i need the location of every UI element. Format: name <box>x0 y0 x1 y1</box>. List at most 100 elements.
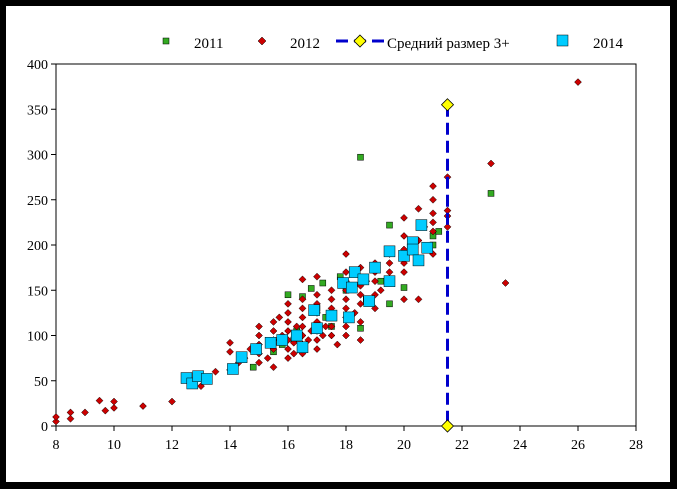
x-tick-label: 14 <box>223 438 237 453</box>
y-tick-label: 0 <box>41 420 48 435</box>
data-point-2012 <box>298 322 307 331</box>
data-point-2012 <box>110 404 118 412</box>
data-point-2012 <box>327 295 336 304</box>
legend-marker-2014 <box>556 34 569 47</box>
x-tick-label: 22 <box>455 438 469 453</box>
x-tick-label: 26 <box>571 438 585 453</box>
data-point-2012 <box>255 358 263 367</box>
data-point-2014 <box>406 243 419 256</box>
data-point-2012 <box>269 363 278 372</box>
data-point-2012 <box>211 367 220 376</box>
scatter-chart: 2011 2012 Средний размер 3+ 2014 8 10 12 14… <box>27 34 643 453</box>
data-point-2014 <box>346 281 358 294</box>
legend: 2011 2012 Средний размер 3+ 2014 <box>162 34 624 52</box>
data-point-2014 <box>276 334 288 346</box>
data-point-2012 <box>81 408 89 417</box>
data-point-2012 <box>429 227 437 236</box>
data-point-2012 <box>255 331 263 340</box>
plot-area: 8 10 12 14 16 18 20 22 24 26 28 0 50 100 150 200 250 300 3… <box>27 58 643 453</box>
data-point-2011 <box>487 190 495 197</box>
data-point-2012 <box>400 213 408 222</box>
legend-marker-sredniy-razmer <box>353 34 367 48</box>
data-point-2012 <box>327 322 336 331</box>
data-point-2012 <box>501 279 510 287</box>
data-point-2014 <box>264 336 277 349</box>
data-point-2011 <box>386 300 393 308</box>
data-point-2012 <box>356 336 365 344</box>
legend-marker-2012 <box>257 36 267 46</box>
legend-label-2011: 2011 <box>194 36 223 52</box>
data-point-2012 <box>333 340 342 349</box>
data-point-2012 <box>52 417 60 426</box>
data-point-2012 <box>66 414 75 423</box>
data-point-2014 <box>311 322 323 335</box>
data-point-2012 <box>385 268 394 277</box>
data-point-2012 <box>66 408 75 417</box>
data-point-2012 <box>168 397 176 406</box>
data-point-2011 <box>357 325 364 332</box>
legend-label-2014: 2014 <box>593 36 624 52</box>
data-point-2012 <box>269 318 278 326</box>
data-point-2012 <box>284 354 292 362</box>
data-point-2014 <box>250 343 262 355</box>
data-point-2012 <box>289 349 298 358</box>
data-point-reference <box>440 98 455 112</box>
data-point-2011 <box>386 221 393 229</box>
data-point-2012 <box>342 322 350 331</box>
data-point-2012 <box>400 295 408 304</box>
data-point-2014 <box>296 341 309 354</box>
plot-border <box>55 63 637 427</box>
x-tick-label: 8 <box>53 438 60 453</box>
data-point-2011 <box>249 363 257 371</box>
data-point-2014 <box>186 377 199 390</box>
data-point-2012 <box>342 295 350 304</box>
data-point-2012 <box>443 223 452 231</box>
data-point-2012 <box>95 396 104 405</box>
data-point-2012 <box>139 402 147 410</box>
data-point-2012 <box>327 286 336 295</box>
x-tick-label: 10 <box>107 438 121 453</box>
data-point-2012 <box>342 268 350 277</box>
y-tick-label: 50 <box>34 375 48 390</box>
data-point-2011 <box>284 291 292 299</box>
data-point-2012 <box>400 268 408 277</box>
data-point-2012 <box>574 78 582 86</box>
data-point-2014 <box>383 245 396 258</box>
data-point-2014 <box>201 373 213 385</box>
x-tick-label: 12 <box>165 438 179 453</box>
data-point-2014 <box>348 266 361 278</box>
data-point-2012 <box>226 347 234 356</box>
data-point-2012 <box>284 345 292 353</box>
data-point-2012 <box>400 232 408 240</box>
x-tick-label: 28 <box>629 438 643 453</box>
y-tick-label: 100 <box>27 330 48 345</box>
data-point-2012 <box>321 322 330 331</box>
data-point-2014 <box>227 363 239 375</box>
y-tick-label: 150 <box>27 284 48 299</box>
data-point-2012 <box>313 345 321 353</box>
data-point-2012 <box>284 327 292 335</box>
chart-frame: 2011 2012 Средний размер 3+ 2014 8 10 12 14… <box>6 6 670 482</box>
data-point-2012 <box>414 295 423 304</box>
data-point-2012 <box>313 290 321 299</box>
data-point-2012 <box>284 318 292 326</box>
data-point-2012 <box>284 299 292 308</box>
data-point-2012 <box>298 304 307 313</box>
data-point-2011 <box>357 153 364 161</box>
data-point-2014 <box>308 304 320 316</box>
data-point-2012 <box>269 327 278 335</box>
data-point-2012 <box>255 322 263 331</box>
data-point-2012 <box>342 331 350 340</box>
data-point-2012 <box>101 406 110 415</box>
data-point-2012 <box>429 182 437 191</box>
y-tick-label: 350 <box>27 103 48 118</box>
data-point-2012 <box>342 304 350 313</box>
data-point-2014 <box>363 295 375 307</box>
data-point-2012 <box>356 290 365 299</box>
data-point-2012 <box>429 195 437 204</box>
data-point-2014 <box>235 351 248 363</box>
data-point-reference <box>440 419 455 433</box>
data-point-2014 <box>383 275 396 287</box>
data-point-2012 <box>110 397 118 406</box>
data-point-2012 <box>429 209 437 218</box>
